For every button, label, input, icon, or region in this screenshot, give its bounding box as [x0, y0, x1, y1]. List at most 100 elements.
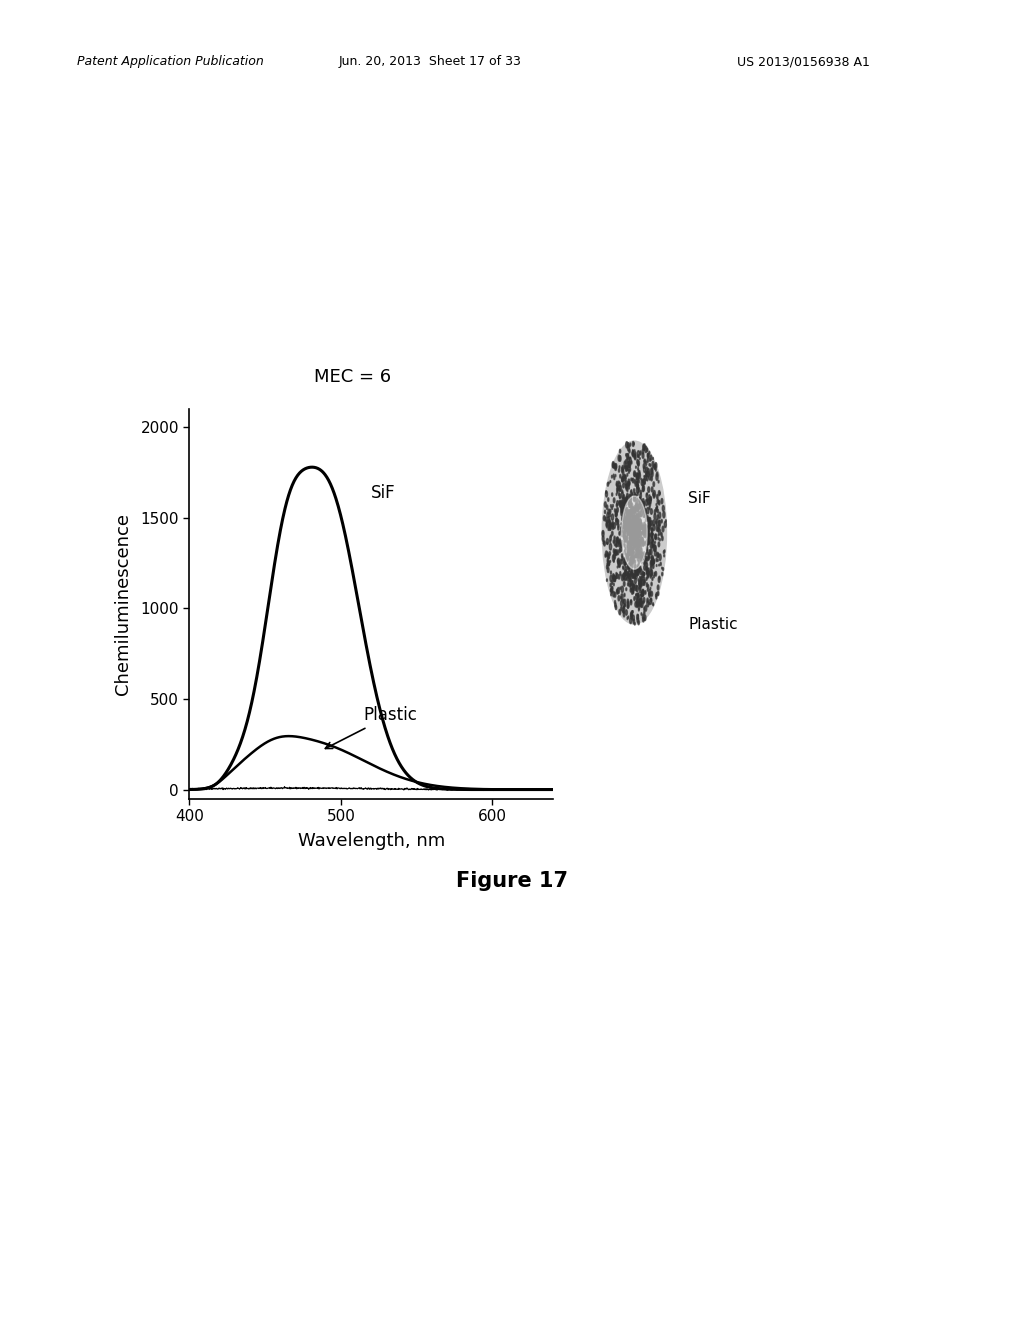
Circle shape	[629, 494, 631, 500]
Circle shape	[634, 521, 636, 525]
Circle shape	[630, 552, 631, 556]
Circle shape	[631, 517, 633, 521]
Circle shape	[640, 451, 641, 455]
Circle shape	[630, 467, 631, 471]
Circle shape	[610, 583, 611, 587]
Circle shape	[651, 556, 653, 561]
Circle shape	[638, 488, 640, 492]
Circle shape	[633, 528, 635, 533]
Circle shape	[650, 455, 652, 461]
Circle shape	[639, 602, 640, 606]
Circle shape	[647, 574, 649, 577]
Circle shape	[634, 529, 636, 535]
Circle shape	[606, 565, 608, 569]
Circle shape	[632, 531, 634, 535]
Circle shape	[646, 562, 647, 568]
Circle shape	[637, 532, 639, 535]
Circle shape	[627, 546, 629, 553]
Circle shape	[639, 532, 640, 535]
Circle shape	[617, 484, 620, 490]
Circle shape	[644, 607, 645, 610]
Circle shape	[615, 510, 616, 512]
Circle shape	[654, 513, 656, 519]
Circle shape	[635, 573, 637, 579]
Circle shape	[616, 573, 618, 578]
Circle shape	[631, 521, 633, 528]
Circle shape	[630, 533, 632, 539]
Circle shape	[637, 484, 639, 488]
Circle shape	[602, 441, 667, 624]
Circle shape	[614, 577, 615, 582]
Circle shape	[633, 519, 635, 524]
Circle shape	[632, 556, 634, 562]
Circle shape	[610, 587, 613, 593]
Circle shape	[628, 500, 630, 504]
Circle shape	[641, 506, 643, 510]
Circle shape	[634, 454, 636, 459]
Circle shape	[657, 499, 658, 504]
Circle shape	[633, 525, 635, 531]
Circle shape	[618, 574, 620, 579]
Circle shape	[654, 545, 656, 552]
Circle shape	[627, 572, 629, 577]
Circle shape	[648, 554, 650, 558]
Circle shape	[630, 539, 632, 544]
Circle shape	[620, 455, 622, 461]
Circle shape	[632, 478, 634, 483]
Circle shape	[631, 532, 632, 535]
Circle shape	[624, 535, 625, 539]
Circle shape	[639, 540, 641, 545]
Circle shape	[630, 495, 632, 499]
Circle shape	[623, 607, 625, 612]
Circle shape	[635, 528, 636, 531]
Circle shape	[655, 462, 657, 469]
Circle shape	[651, 561, 652, 566]
Circle shape	[641, 548, 642, 553]
Circle shape	[623, 610, 624, 612]
Circle shape	[642, 579, 644, 585]
Circle shape	[639, 523, 641, 529]
Circle shape	[647, 576, 648, 578]
Circle shape	[625, 562, 626, 565]
Circle shape	[640, 587, 641, 590]
Circle shape	[636, 527, 638, 532]
Circle shape	[649, 598, 651, 605]
Circle shape	[631, 537, 633, 543]
Circle shape	[655, 572, 656, 576]
Circle shape	[641, 480, 643, 486]
Text: Jun. 20, 2013  Sheet 17 of 33: Jun. 20, 2013 Sheet 17 of 33	[339, 55, 521, 69]
Circle shape	[636, 515, 638, 520]
Circle shape	[631, 503, 633, 508]
Circle shape	[628, 529, 630, 535]
Circle shape	[645, 517, 647, 521]
Circle shape	[658, 577, 660, 582]
Circle shape	[642, 525, 644, 532]
Circle shape	[629, 462, 631, 467]
Circle shape	[627, 442, 629, 447]
Circle shape	[633, 525, 634, 529]
Circle shape	[633, 517, 635, 523]
Circle shape	[634, 531, 635, 536]
Circle shape	[602, 531, 604, 537]
Circle shape	[648, 539, 650, 544]
Circle shape	[642, 590, 644, 597]
Circle shape	[628, 573, 629, 576]
Circle shape	[653, 560, 654, 564]
Circle shape	[626, 513, 628, 517]
Circle shape	[626, 466, 628, 471]
Circle shape	[638, 516, 639, 519]
Circle shape	[642, 589, 644, 595]
Circle shape	[656, 495, 658, 499]
Circle shape	[626, 484, 627, 488]
Circle shape	[630, 581, 632, 586]
Circle shape	[607, 498, 609, 502]
Circle shape	[637, 533, 638, 537]
Circle shape	[650, 508, 652, 515]
Circle shape	[643, 507, 644, 511]
Circle shape	[628, 524, 631, 531]
Circle shape	[647, 585, 649, 589]
Circle shape	[630, 444, 631, 446]
Circle shape	[623, 508, 625, 515]
Circle shape	[644, 579, 645, 583]
Circle shape	[634, 564, 636, 569]
